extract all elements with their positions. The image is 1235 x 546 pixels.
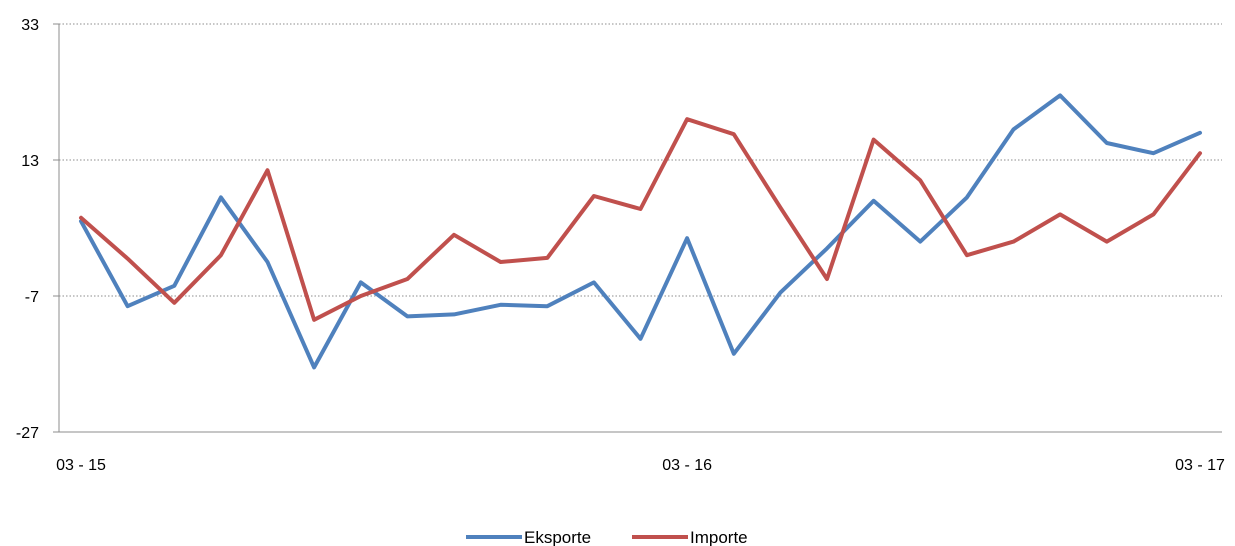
legend-label: Importe — [690, 528, 748, 546]
legend-label: Eksporte — [524, 528, 591, 546]
y-tick-label: 33 — [21, 17, 39, 34]
legend: Eksporte Importe — [466, 528, 748, 546]
x-tick-label: 03 - 16 — [662, 457, 712, 474]
grid-lines — [59, 23, 1222, 297]
y-axis-tick-labels: 33 13 -7 -27 — [16, 17, 39, 442]
y-tick-label: 13 — [21, 153, 39, 170]
x-axis-tick-labels: 03 - 15 03 - 16 03 - 17 — [56, 457, 1225, 474]
axes — [53, 23, 1222, 433]
y-tick-label: -27 — [16, 425, 39, 442]
x-tick-label: 03 - 15 — [56, 457, 106, 474]
x-tick-label: 03 - 17 — [1175, 457, 1225, 474]
series-lines — [79, 93, 1202, 370]
y-tick-label: -7 — [25, 289, 39, 306]
series-line-importe — [79, 117, 1202, 322]
series-line-eksporte — [79, 93, 1202, 370]
